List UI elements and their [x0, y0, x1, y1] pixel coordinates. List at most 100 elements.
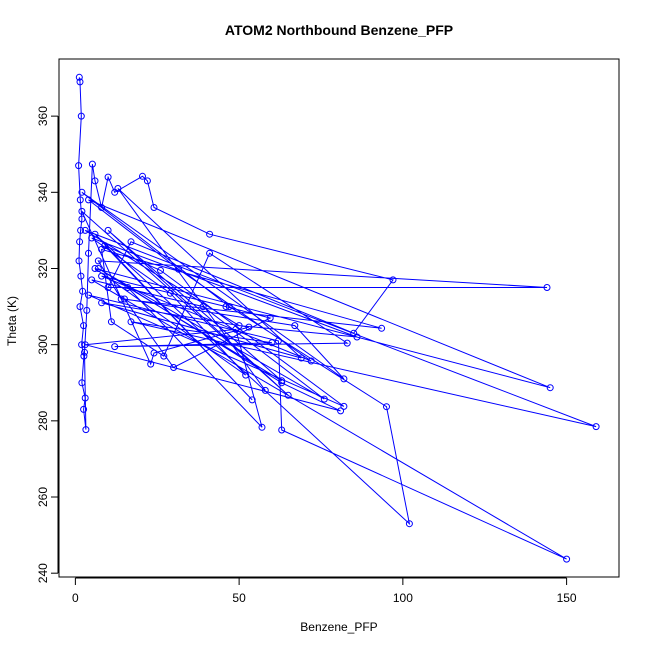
data-point: [291, 322, 299, 330]
data-point: [94, 257, 102, 265]
data-point: [278, 426, 286, 434]
data-point: [157, 266, 164, 274]
data-point: [378, 324, 386, 332]
data-point: [222, 303, 230, 311]
data-point: [405, 520, 413, 528]
y-tick-label: 280: [36, 411, 50, 431]
data-point: [78, 379, 86, 387]
y-tick-label: 240: [36, 563, 50, 583]
y-axis: 240 260 280 300 320 340 360: [36, 106, 59, 583]
data-point: [563, 555, 571, 563]
data-point: [147, 360, 155, 368]
y-axis-label: Theta (K): [5, 296, 19, 346]
data-point: [81, 348, 88, 356]
data-point: [76, 238, 84, 246]
y-tick-label: 340: [36, 182, 50, 202]
plot-frame: [58, 58, 620, 578]
data-point: [232, 325, 240, 333]
data-point: [337, 407, 345, 415]
x-tick-label: 0: [72, 591, 79, 605]
data-point: [76, 196, 84, 204]
y-tick-label: 320: [36, 258, 50, 278]
data-point: [77, 272, 85, 280]
data-point: [88, 276, 96, 284]
data-point: [383, 403, 390, 411]
data-point: [242, 371, 250, 379]
data-point: [78, 188, 86, 196]
x-axis: 0 50 100 150: [72, 577, 577, 605]
data-point: [98, 299, 106, 307]
data-point: [284, 391, 292, 399]
data-point: [127, 238, 135, 246]
y-tick-label: 260: [36, 487, 50, 507]
data-point: [107, 318, 115, 326]
data-point: [258, 423, 266, 431]
data-point: [75, 257, 83, 265]
data-point: [114, 185, 122, 192]
data-point: [98, 272, 106, 280]
data-point: [225, 303, 233, 311]
data-point: [85, 196, 92, 204]
data-point: [77, 112, 85, 120]
data-point: [206, 230, 214, 238]
data-point: [307, 357, 315, 365]
data-point: [81, 226, 89, 234]
data-point: [80, 405, 88, 413]
series-layer: [75, 73, 600, 563]
data-point: [143, 177, 151, 185]
data-point: [75, 162, 83, 170]
data-point: [150, 349, 158, 357]
data-point: [546, 384, 554, 392]
x-tick-label: 50: [232, 591, 246, 605]
data-point: [170, 364, 178, 371]
series-line: [78, 77, 597, 560]
data-point: [199, 303, 207, 311]
data-point: [340, 402, 348, 410]
data-point: [104, 173, 112, 181]
data-point: [166, 289, 174, 297]
data-point: [278, 377, 286, 385]
data-point: [150, 204, 158, 211]
data-point: [76, 78, 84, 86]
x-tick-label: 150: [557, 591, 577, 605]
data-point: [543, 284, 551, 291]
y-tick-label: 300: [36, 334, 50, 354]
data-point: [91, 230, 99, 238]
data-point: [88, 160, 96, 168]
data-point: [79, 287, 87, 295]
data-point: [320, 395, 328, 403]
data-point: [77, 226, 85, 234]
data-point: [121, 295, 128, 303]
y-tick-label: 360: [36, 106, 50, 126]
data-point: [139, 172, 146, 180]
data-point: [266, 314, 274, 322]
data-point: [82, 426, 90, 434]
x-tick-label: 100: [393, 591, 413, 605]
data-point: [75, 73, 83, 81]
data-point: [245, 323, 253, 331]
data-point: [91, 265, 99, 272]
data-point: [117, 295, 125, 303]
data-point: [83, 306, 91, 314]
data-point: [343, 339, 351, 347]
data-point: [206, 249, 214, 257]
data-point: [274, 337, 282, 345]
data-point: [248, 396, 256, 404]
data-point: [353, 333, 361, 341]
data-point: [101, 242, 109, 250]
data-point: [81, 341, 89, 349]
x-axis-label: Benzene_PFP: [300, 620, 377, 634]
data-point: [340, 375, 348, 383]
data-point: [104, 284, 112, 291]
data-point: [175, 265, 182, 273]
data-point: [111, 343, 119, 351]
data-point: [104, 226, 112, 234]
data-point: [80, 352, 88, 360]
data-point: [98, 204, 106, 211]
data-point: [78, 207, 86, 215]
data-point: [76, 303, 84, 311]
data-point: [389, 276, 397, 284]
data-point: [78, 215, 86, 223]
data-point: [94, 265, 102, 272]
